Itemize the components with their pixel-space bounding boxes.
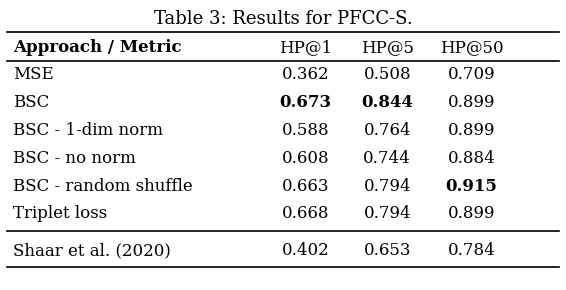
Text: Table 3: Results for PFCC-S.: Table 3: Results for PFCC-S. [153,10,413,28]
Text: 0.844: 0.844 [361,94,413,111]
Text: 0.915: 0.915 [446,177,498,195]
Text: 0.608: 0.608 [282,150,329,167]
Text: 0.899: 0.899 [448,205,495,222]
Text: 0.709: 0.709 [448,66,495,83]
Text: 0.899: 0.899 [448,122,495,139]
Text: 0.663: 0.663 [282,177,329,195]
Text: 0.362: 0.362 [282,66,329,83]
Text: BSC - 1-dim norm: BSC - 1-dim norm [12,122,162,139]
Text: 0.673: 0.673 [280,94,332,111]
Text: 0.508: 0.508 [363,66,411,83]
Text: 0.784: 0.784 [448,242,496,259]
Text: 0.764: 0.764 [363,122,411,139]
Text: MSE: MSE [12,66,53,83]
Text: 0.794: 0.794 [363,205,411,222]
Text: HP@50: HP@50 [440,39,504,56]
Text: BSC - no norm: BSC - no norm [12,150,135,167]
Text: Shaar et al. (2020): Shaar et al. (2020) [12,242,170,259]
Text: HP@1: HP@1 [279,39,332,56]
Text: 0.744: 0.744 [363,150,411,167]
Text: HP@5: HP@5 [361,39,414,56]
Text: 0.884: 0.884 [448,150,496,167]
Text: BSC: BSC [12,94,49,111]
Text: 0.653: 0.653 [363,242,411,259]
Text: 0.899: 0.899 [448,94,495,111]
Text: 0.588: 0.588 [282,122,329,139]
Text: Triplet loss: Triplet loss [12,205,107,222]
Text: 0.668: 0.668 [282,205,329,222]
Text: Approach / Metric: Approach / Metric [12,39,181,56]
Text: BSC - random shuffle: BSC - random shuffle [12,177,192,195]
Text: 0.794: 0.794 [363,177,411,195]
Text: 0.402: 0.402 [282,242,329,259]
